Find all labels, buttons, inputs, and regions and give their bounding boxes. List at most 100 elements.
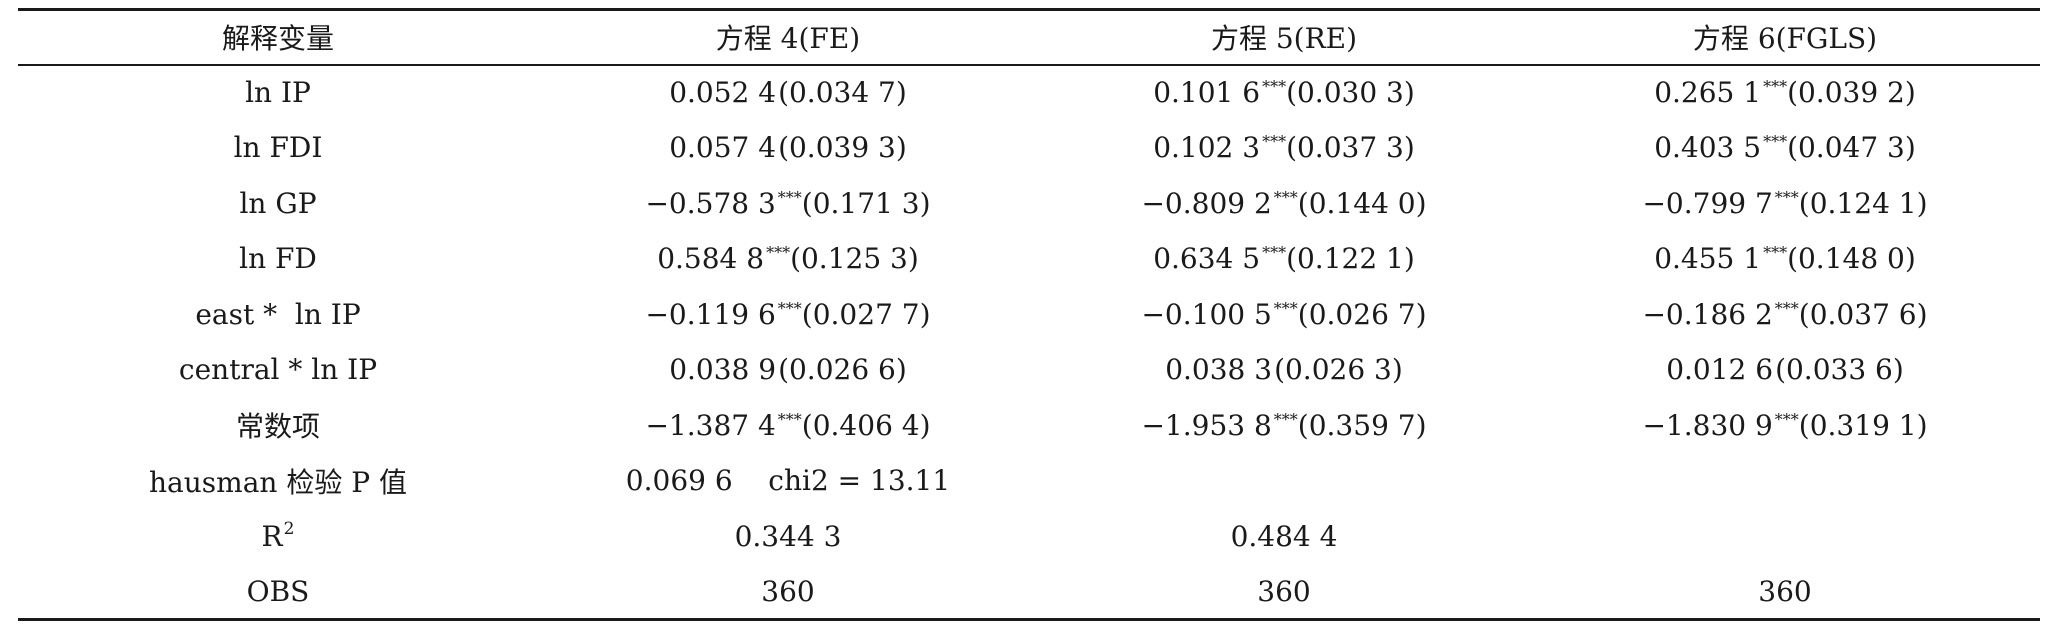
- standard-error: (0.144 0): [1297, 186, 1427, 220]
- coefficient-value: −0.186 2: [1642, 297, 1773, 331]
- significance-stars: ***: [1273, 409, 1298, 429]
- significance-stars: ***: [1763, 77, 1788, 97]
- row-label: hausman 检验 P 值: [149, 465, 407, 499]
- coefficient-cell: −1.830 9 ***(0.319 1): [1530, 398, 2040, 454]
- coefficient-cell: 0.265 1 ***(0.039 2): [1530, 65, 2040, 121]
- coefficient-cell: 0.012 6(0.033 6): [1530, 342, 2040, 398]
- coefficient-cell: −0.186 2 ***(0.037 6): [1530, 287, 2040, 343]
- coefficient-value: −0.119 6: [645, 297, 776, 331]
- standard-error: (0.125 3): [790, 242, 919, 276]
- significance-stars: ***: [1273, 187, 1298, 207]
- coefficient-value: 0.634 5: [1153, 242, 1261, 276]
- coefficient-value: −0.578 3: [645, 186, 776, 220]
- row-label: ln FDI: [233, 131, 323, 165]
- coefficient-cell: 0.052 4(0.034 7): [538, 65, 1038, 121]
- coefficient-cell: 0.634 5 ***(0.122 1): [1038, 231, 1530, 287]
- r2-label: R: [261, 520, 283, 554]
- table-body: ln IP 0.052 4(0.034 7) 0.101 6 ***(0.030 3)…: [18, 65, 2040, 621]
- coefficient-value: 0.403 5: [1654, 131, 1762, 165]
- standard-error: (0.026 7): [1297, 297, 1427, 331]
- cell-empty: [1038, 453, 1530, 509]
- row-label: ln FD: [239, 242, 317, 276]
- coefficient-cell: −1.387 4 ***(0.406 4): [538, 398, 1038, 454]
- coefficient-value: 0.102 3: [1153, 131, 1261, 165]
- header-equation-4: 方程 4(FE): [538, 8, 1038, 66]
- r2-value-eq5: 0.484 4: [1230, 519, 1338, 553]
- significance-stars: ***: [1774, 298, 1799, 318]
- standard-error: (0.319 1): [1798, 408, 1928, 442]
- table-row-obs: OBS 360 360 360: [18, 564, 2040, 621]
- standard-error: (0.406 4): [801, 408, 931, 442]
- significance-stars: ***: [777, 298, 802, 318]
- table-row: 常数项 −1.387 4 ***(0.406 4) −1.953 8 ***(0.359…: [18, 398, 2040, 454]
- row-label: ln GP: [239, 186, 317, 220]
- standard-error: (0.122 1): [1286, 242, 1415, 276]
- coefficient-value: 0.455 1: [1654, 242, 1762, 276]
- hausman-value: 0.069 6 chi2 = 13.11: [625, 464, 951, 498]
- coefficient-cell: −0.100 5 ***(0.026 7): [1038, 287, 1530, 343]
- standard-error: (0.027 7): [801, 297, 931, 331]
- standard-error: (0.026 6): [778, 353, 907, 387]
- obs-value-eq4: 360: [538, 564, 1038, 621]
- coefficient-value: 0.052 4: [669, 76, 777, 110]
- obs-value-eq5: 360: [1038, 564, 1530, 621]
- regression-results-table: 解释变量 方程 4(FE) 方程 5(RE) 方程 6(FGLS) ln IP 0…: [18, 8, 2040, 621]
- significance-stars: ***: [1262, 132, 1287, 152]
- standard-error: (0.030 3): [1286, 76, 1415, 110]
- significance-stars: ***: [1763, 132, 1788, 152]
- significance-stars: ***: [1763, 243, 1788, 263]
- coefficient-value: 0.038 9: [669, 353, 777, 387]
- table-row: ln FDI 0.057 4(0.039 3) 0.102 3 ***(0.037 3…: [18, 120, 2040, 176]
- table-row-r2: R2 0.344 3 0.484 4: [18, 509, 2040, 565]
- row-label: 常数项: [235, 410, 320, 444]
- header-row: 解释变量 方程 4(FE) 方程 5(RE) 方程 6(FGLS): [18, 8, 2040, 66]
- coefficient-value: −0.799 7: [1642, 186, 1773, 220]
- standard-error: (0.047 3): [1787, 131, 1916, 165]
- standard-error: (0.171 3): [801, 186, 931, 220]
- row-label: east * ln IP: [195, 297, 361, 331]
- coefficient-cell: 0.455 1 ***(0.148 0): [1530, 231, 2040, 287]
- coefficient-cell: 0.038 3(0.026 3): [1038, 342, 1530, 398]
- standard-error: (0.037 6): [1798, 297, 1928, 331]
- significance-stars: ***: [1774, 409, 1799, 429]
- table-row: ln GP −0.578 3 ***(0.171 3) −0.809 2 ***(0.1…: [18, 176, 2040, 232]
- coefficient-value: 0.038 3: [1165, 353, 1273, 387]
- table-row: ln IP 0.052 4(0.034 7) 0.101 6 ***(0.030 3)…: [18, 65, 2040, 121]
- row-label: central * ln IP: [178, 353, 378, 387]
- coefficient-cell: −0.578 3 ***(0.171 3): [538, 176, 1038, 232]
- standard-error: (0.037 3): [1286, 131, 1415, 165]
- table-row: ln FD 0.584 8 ***(0.125 3) 0.634 5 ***(0.122…: [18, 231, 2040, 287]
- standard-error: (0.359 7): [1297, 408, 1427, 442]
- significance-stars: ***: [1262, 77, 1287, 97]
- standard-error: (0.033 6): [1775, 353, 1904, 387]
- r2-value-eq4: 0.344 3: [734, 519, 842, 553]
- coefficient-cell: 0.038 9(0.026 6): [538, 342, 1038, 398]
- coefficient-value: −1.387 4: [645, 408, 776, 442]
- significance-stars: ***: [1774, 187, 1799, 207]
- coefficient-cell: 0.102 3 ***(0.037 3): [1038, 120, 1530, 176]
- coefficient-value: 0.012 6: [1666, 353, 1774, 387]
- significance-stars: ***: [1273, 298, 1298, 318]
- coefficient-value: −1.830 9: [1642, 408, 1773, 442]
- coefficient-cell: −0.799 7 ***(0.124 1): [1530, 176, 2040, 232]
- significance-stars: ***: [777, 409, 802, 429]
- coefficient-value: 0.057 4: [669, 131, 777, 165]
- table-row: east * ln IP −0.119 6 ***(0.027 7) −0.100 5…: [18, 287, 2040, 343]
- coefficient-value: 0.584 8: [657, 242, 765, 276]
- standard-error: (0.039 2): [1787, 76, 1916, 110]
- coefficient-value: −1.953 8: [1141, 408, 1272, 442]
- r2-superscript: 2: [283, 519, 295, 540]
- header-equation-6: 方程 6(FGLS): [1530, 8, 2040, 66]
- significance-stars: ***: [1262, 243, 1287, 263]
- obs-value-eq6: 360: [1530, 564, 2040, 621]
- coefficient-value: −0.100 5: [1141, 297, 1272, 331]
- coefficient-cell: −0.119 6 ***(0.027 7): [538, 287, 1038, 343]
- coefficient-cell: 0.057 4(0.039 3): [538, 120, 1038, 176]
- table-row: central * ln IP 0.038 9(0.026 6) 0.038 3(0…: [18, 342, 2040, 398]
- table-row-hausman: hausman 检验 P 值 0.069 6 chi2 = 13.11: [18, 453, 2040, 509]
- standard-error: (0.034 7): [778, 76, 907, 110]
- cell-empty: [1530, 453, 2040, 509]
- coefficient-cell: 0.101 6 ***(0.030 3): [1038, 65, 1530, 121]
- header-equation-5: 方程 5(RE): [1038, 8, 1530, 66]
- coefficient-value: 0.265 1: [1654, 76, 1762, 110]
